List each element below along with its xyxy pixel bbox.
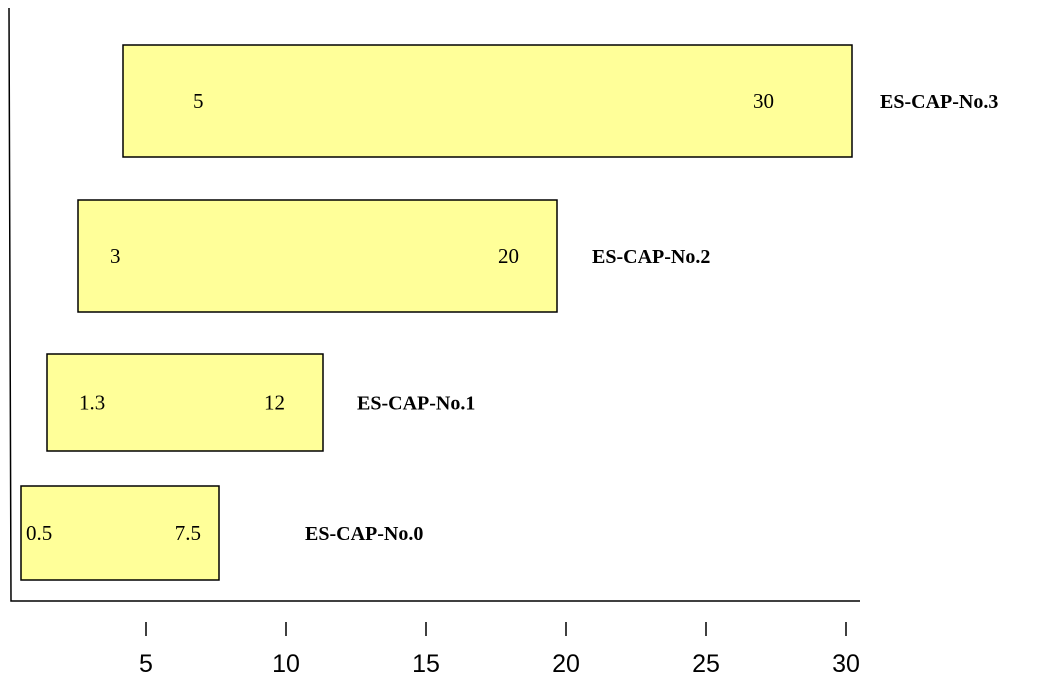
- range-bar: [122, 44, 853, 158]
- bar-low-label: 1.3: [79, 391, 105, 415]
- x-tick-label: 20: [552, 650, 580, 677]
- axis-frame: [8, 7, 860, 602]
- range-bar: [20, 485, 220, 581]
- bar-category-label: ES-CAP-No.0: [305, 523, 423, 545]
- x-tick-label: 25: [692, 650, 720, 677]
- x-tick-label: 15: [412, 650, 440, 677]
- bar-high-label: 12: [264, 391, 285, 415]
- bar-low-label: 5: [193, 89, 204, 113]
- bar-category-label: ES-CAP-No.3: [880, 91, 998, 113]
- x-tick-label: 5: [139, 650, 153, 677]
- x-tick-label: 10: [272, 650, 300, 677]
- bar-low-label: 3: [110, 244, 121, 268]
- x-tick-label: 30: [832, 650, 860, 677]
- bar-category-label: ES-CAP-No.2: [592, 246, 710, 268]
- bar-low-label: 0.5: [26, 521, 52, 545]
- x-axis: 5 10 15 20 25 30: [8, 7, 860, 677]
- bars-layer: 0.5 7.5 ES-CAP-No.0 1.3 12 ES-CAP-No.1 3 20 ES-C…: [20, 44, 998, 581]
- bar-high-label: 20: [498, 244, 519, 268]
- range-bar: [77, 199, 558, 313]
- bar-high-label: 7.5: [175, 521, 201, 545]
- range-bar: [46, 353, 324, 452]
- bar-high-label: 30: [753, 89, 774, 113]
- bar-category-label: ES-CAP-No.1: [357, 393, 475, 415]
